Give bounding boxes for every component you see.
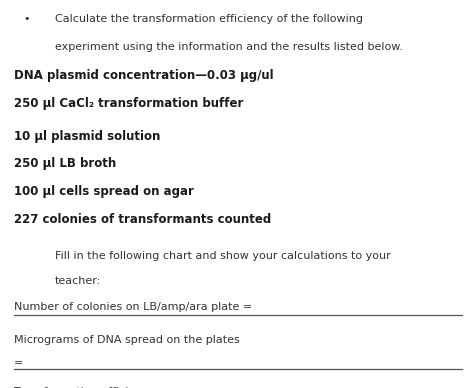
Text: 227 colonies of transformants counted: 227 colonies of transformants counted: [14, 213, 272, 226]
Text: •: •: [24, 14, 30, 24]
Text: experiment using the information and the results listed below.: experiment using the information and the…: [55, 42, 402, 52]
Text: =: =: [14, 358, 24, 368]
Text: DNA plasmid concentration—0.03 μg/ul: DNA plasmid concentration—0.03 μg/ul: [14, 69, 274, 83]
Text: 250 μl CaCl₂ transformation buffer: 250 μl CaCl₂ transformation buffer: [14, 97, 244, 111]
Text: Fill in the following chart and show your calculations to your: Fill in the following chart and show you…: [55, 251, 390, 261]
Text: Transformation efficiency: Transformation efficiency: [14, 387, 155, 388]
Text: teacher:: teacher:: [55, 275, 101, 286]
Text: Number of colonies on LB/amp/ara plate =: Number of colonies on LB/amp/ara plate =: [14, 302, 253, 312]
Text: 250 μl LB broth: 250 μl LB broth: [14, 158, 117, 170]
Text: Micrograms of DNA spread on the plates: Micrograms of DNA spread on the plates: [14, 335, 240, 345]
Text: 10 μl plasmid solution: 10 μl plasmid solution: [14, 130, 161, 142]
Text: 100 μl cells spread on agar: 100 μl cells spread on agar: [14, 185, 194, 198]
Text: Calculate the transformation efficiency of the following: Calculate the transformation efficiency …: [55, 14, 363, 24]
